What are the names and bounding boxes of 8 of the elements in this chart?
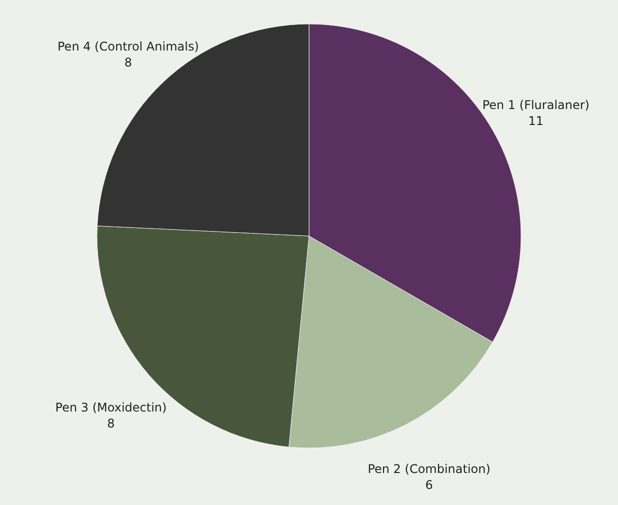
slice-label: Pen 2 (Combination): [368, 462, 490, 476]
data-label: 11: [528, 114, 544, 128]
slice-label: Pen 4 (Control Animals): [57, 39, 199, 54]
data-label: 8: [124, 55, 132, 70]
data-label: 8: [107, 416, 115, 431]
slice-label: Pen 1 (Fluralaner): [482, 98, 590, 112]
slice-label: Pen 3 (Moxidectin): [55, 400, 167, 415]
data-label: 6: [425, 478, 433, 492]
